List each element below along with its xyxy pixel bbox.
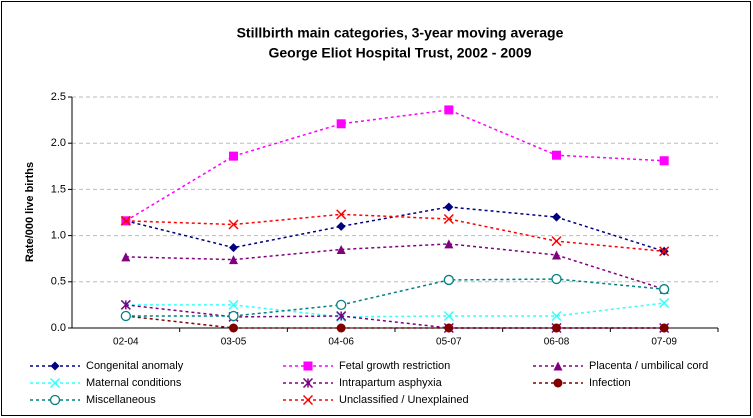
marker [659, 323, 669, 333]
y-tick-label: 1.0 [51, 230, 66, 242]
marker [551, 273, 562, 285]
y-tick-label: 2.0 [51, 137, 66, 149]
y-axis-label: Rate/000 live births [24, 162, 36, 262]
marker [659, 156, 669, 166]
y-tick-label: 0.5 [51, 276, 66, 288]
legend-marker [553, 378, 563, 388]
marker [229, 255, 238, 265]
marker [120, 310, 131, 322]
legend-label: Infection [589, 377, 631, 389]
marker [551, 236, 562, 247]
y-tick-label: 0.0 [51, 322, 66, 334]
x-tick-label: 02-04 [113, 337, 139, 348]
marker [336, 221, 346, 231]
marker [229, 151, 238, 161]
legend-marker [302, 394, 314, 406]
series-line [125, 278, 665, 317]
series-line [125, 109, 665, 222]
series-line [125, 315, 665, 329]
marker [552, 250, 561, 260]
chart-title: Stillbirth main categories, 3-year movin… [237, 25, 564, 41]
marker [552, 150, 561, 160]
x-tick-label: 06-08 [544, 337, 570, 348]
marker [336, 119, 346, 129]
series-line [125, 304, 665, 329]
marker [552, 212, 561, 222]
series-line [125, 243, 665, 290]
marker [336, 209, 347, 220]
marker [336, 299, 347, 311]
marker [552, 323, 561, 333]
marker [228, 219, 239, 230]
legend-marker [303, 361, 313, 371]
legend-label: Congenital anomaly [86, 360, 184, 372]
legend-label: Maternal conditions [86, 377, 182, 389]
x-tick-label: 05-07 [436, 337, 462, 348]
legend-marker [50, 361, 60, 371]
marker [229, 323, 238, 333]
legend-label: Miscellaneous [86, 394, 156, 406]
marker [659, 298, 670, 309]
marker [121, 252, 131, 262]
marker [228, 299, 239, 310]
marker [659, 246, 670, 257]
marker [120, 215, 131, 226]
marker [551, 310, 562, 322]
marker [336, 244, 346, 254]
x-tick-label: 04-06 [328, 337, 354, 348]
marker [443, 274, 454, 286]
marker [444, 323, 454, 333]
legend-label: Unclassified / Unexplained [339, 394, 469, 406]
legend-marker [49, 394, 61, 406]
marker [444, 105, 454, 115]
marker [120, 299, 131, 310]
marker [444, 202, 454, 212]
x-tick-label: 03-05 [221, 337, 247, 348]
marker [444, 239, 454, 249]
legend-label: Intrapartum asphyxia [339, 377, 443, 389]
marker [336, 310, 347, 322]
series-line [125, 213, 665, 253]
marker [659, 284, 670, 295]
legend-label: Placenta / umbilical cord [589, 360, 708, 372]
legend-marker [553, 361, 563, 371]
legend-label: Fetal growth restriction [339, 360, 450, 372]
legend-marker [49, 377, 61, 389]
marker [229, 243, 238, 253]
marker [443, 310, 454, 322]
marker [336, 323, 346, 333]
marker [443, 213, 454, 224]
marker [228, 310, 239, 322]
y-tick-label: 2.5 [51, 91, 66, 103]
x-tick-label: 07-09 [651, 337, 677, 348]
chart-subtitle: George Eliot Hospital Trust, 2002 - 2009 [269, 45, 532, 61]
legend-marker [302, 377, 314, 389]
y-tick-label: 1.5 [51, 183, 66, 195]
series-line [125, 206, 665, 253]
